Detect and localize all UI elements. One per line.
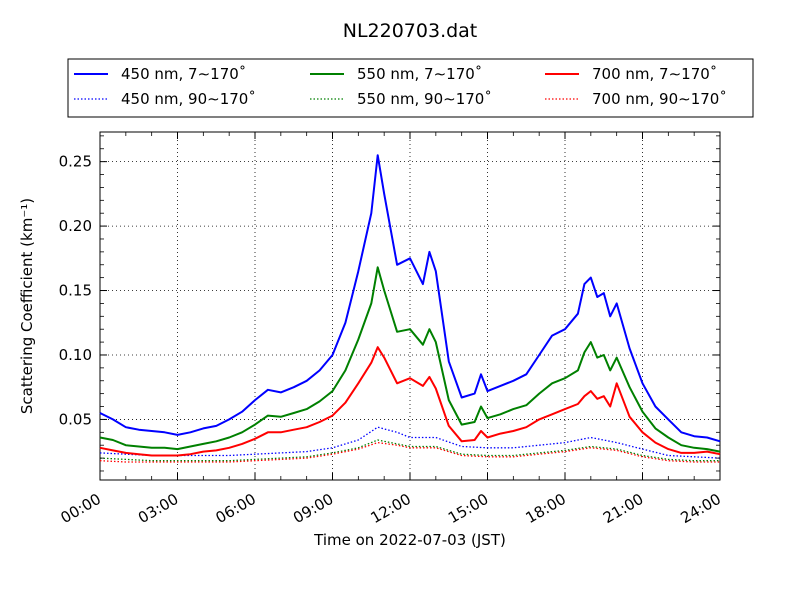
y-tick-label: 0.10 bbox=[59, 346, 92, 364]
legend-label: 550 nm, 90∼170˚ bbox=[357, 90, 492, 108]
chart-title: NL220703.dat bbox=[343, 20, 478, 42]
legend-label: 700 nm, 7∼170˚ bbox=[592, 65, 717, 83]
y-axis-label: Scattering Coefficient (km⁻¹) bbox=[18, 198, 36, 414]
series-line-3 bbox=[99, 346, 721, 457]
series-line-1 bbox=[99, 154, 721, 443]
legend-label: 550 nm, 7∼170˚ bbox=[357, 65, 482, 83]
legend-box bbox=[67, 58, 754, 118]
y-tick-label: 0.05 bbox=[59, 410, 92, 428]
y-tick-label: 0.25 bbox=[59, 153, 92, 171]
legend-label: 450 nm, 90∼170˚ bbox=[121, 90, 256, 108]
y-tick-label: 0.20 bbox=[59, 217, 92, 235]
series-line-2 bbox=[99, 266, 721, 453]
series-line-4 bbox=[99, 426, 721, 459]
legend-label: 450 nm, 7∼170˚ bbox=[121, 65, 246, 83]
series-line-6 bbox=[99, 441, 720, 463]
legend-label: 700 nm, 90∼170˚ bbox=[592, 90, 727, 108]
legend: 450 nm, 7∼170˚ 550 nm, 7∼170˚ 700 nm, 7∼17… bbox=[67, 58, 754, 118]
y-tick-label: 0.15 bbox=[59, 282, 92, 300]
grid bbox=[100, 132, 720, 480]
series-layer bbox=[99, 154, 721, 463]
x-axis-label: Time on 2022-07-03 (JST) bbox=[313, 531, 506, 549]
